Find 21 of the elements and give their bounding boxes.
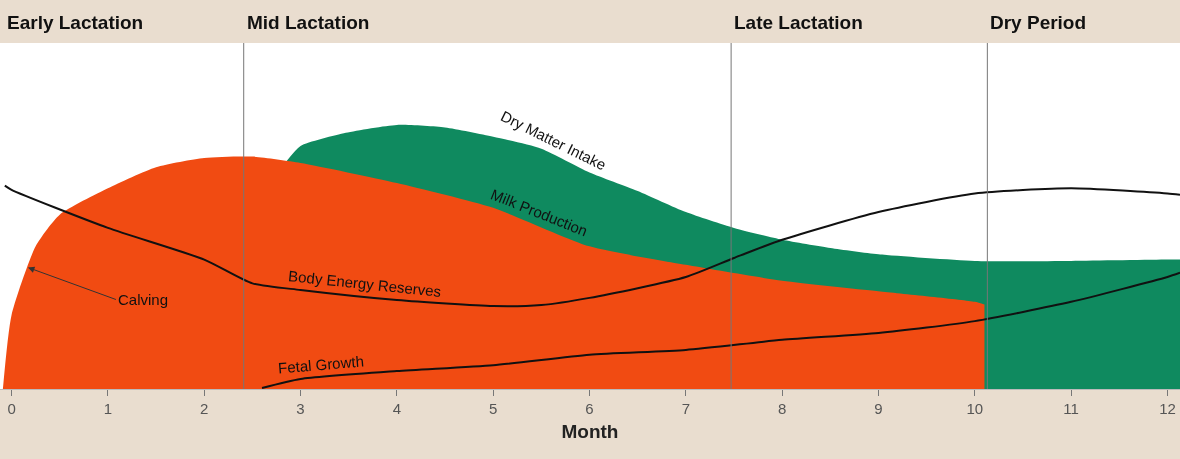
annotation: Fetal Growth <box>277 352 365 377</box>
x-tick-label: 7 <box>681 400 691 417</box>
x-tick-label: 12 <box>1159 400 1176 417</box>
x-tick-label: 5 <box>489 400 498 417</box>
ref-line-label: Mid Lactation <box>247 12 370 33</box>
x-tick-label: 11 <box>1063 400 1079 417</box>
ref-line-label: Late Lactation <box>734 12 863 33</box>
x-tick-label: 4 <box>392 400 402 417</box>
ref-line-label: Dry Period <box>990 12 1087 33</box>
annotation: Body Energy Reserves <box>287 267 442 300</box>
x-tick-label: 8 <box>778 400 787 417</box>
x-tick-label: 1 <box>103 400 113 417</box>
x-axis-title: Month <box>561 420 619 442</box>
x-tick-label: 3 <box>296 400 305 417</box>
annotation: Calving <box>118 291 169 308</box>
x-tick-label: 9 <box>874 400 883 417</box>
x-tick-label: 0 <box>7 400 16 417</box>
text: Early Lactation <box>7 12 144 33</box>
x-tick-label: 2 <box>200 400 209 417</box>
x-tick-label: 6 <box>585 400 594 417</box>
x-tick-label: 10 <box>966 400 984 417</box>
